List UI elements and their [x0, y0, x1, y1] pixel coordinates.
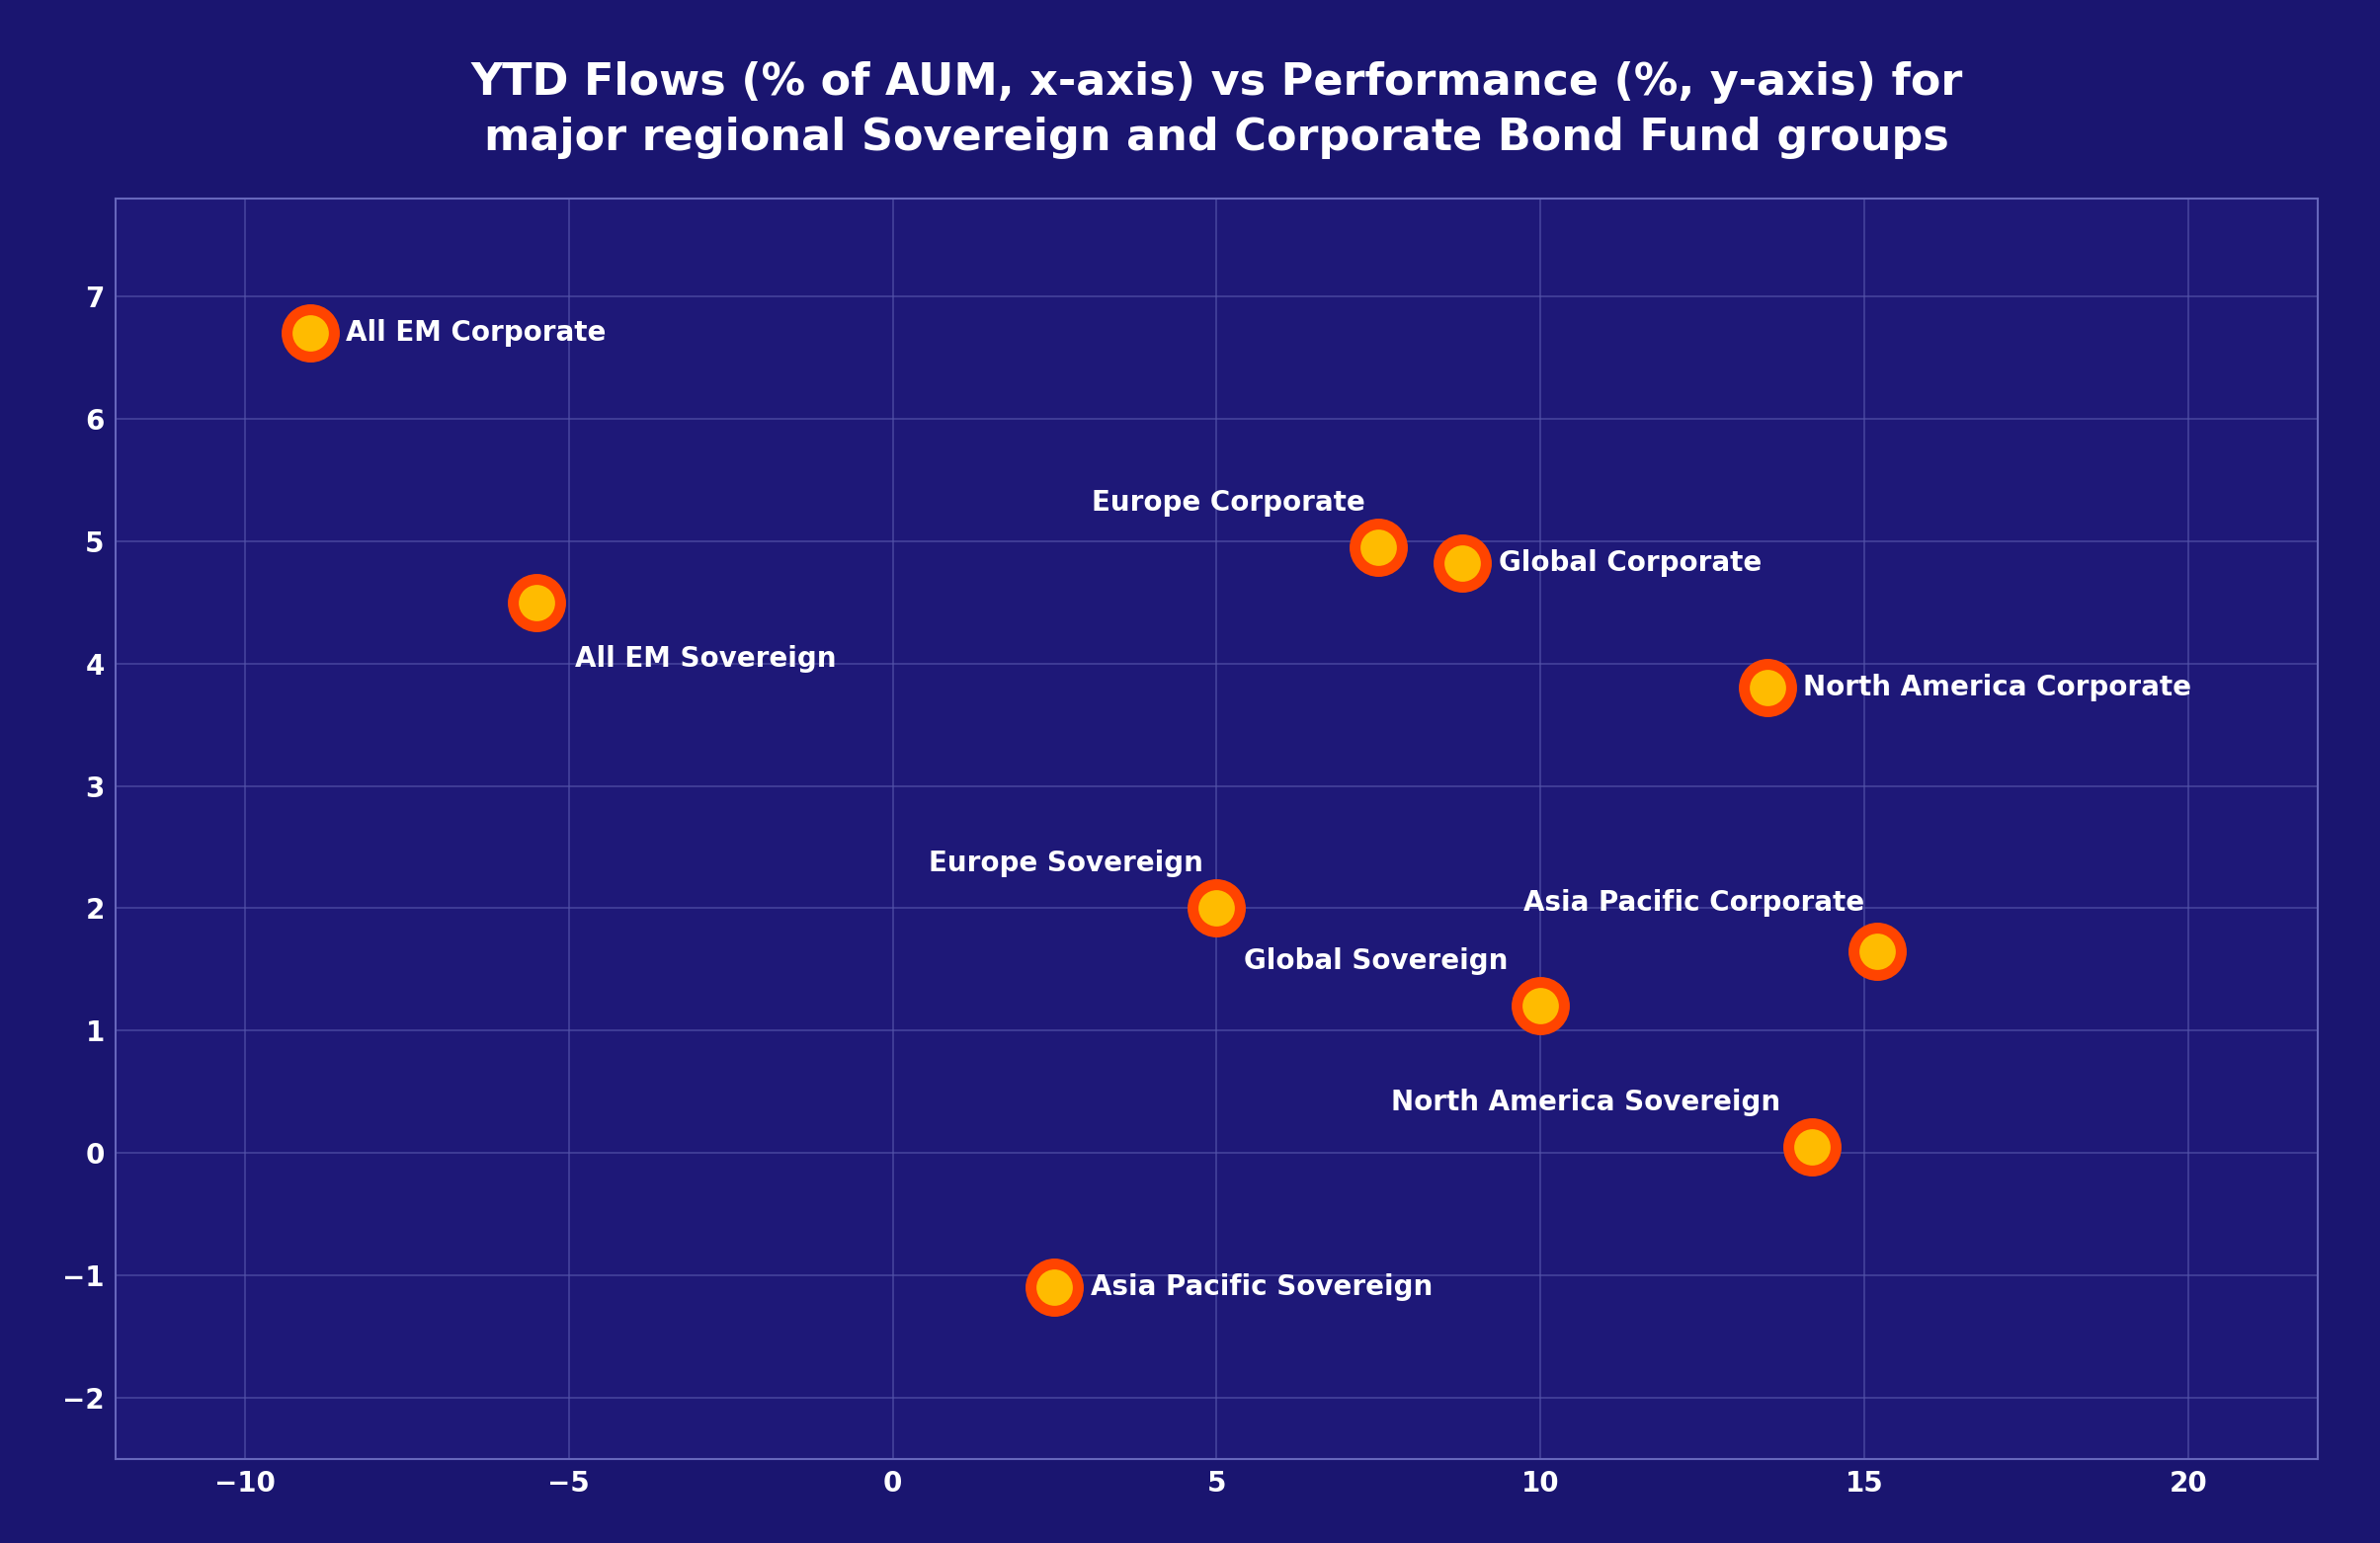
Text: All EM Sovereign: All EM Sovereign	[576, 645, 838, 673]
Point	[516, 589, 555, 614]
Text: Asia Pacific Sovereign: Asia Pacific Sovereign	[1090, 1273, 1433, 1301]
Point	[1359, 535, 1397, 560]
Text: North America Corporate: North America Corporate	[1802, 674, 2192, 702]
Point	[1747, 676, 1785, 701]
Point	[1795, 1134, 1833, 1159]
Text: Global Sovereign: Global Sovereign	[1245, 947, 1509, 975]
Text: Europe Sovereign: Europe Sovereign	[928, 850, 1204, 878]
Text: Global Corporate: Global Corporate	[1499, 549, 1761, 577]
Point	[1359, 535, 1397, 560]
Point	[1521, 994, 1559, 1018]
Point	[1035, 1275, 1073, 1299]
Point	[1445, 551, 1483, 576]
Point	[1859, 938, 1897, 963]
Point	[1747, 676, 1785, 701]
Point	[1795, 1134, 1833, 1159]
Text: Asia Pacific Corporate: Asia Pacific Corporate	[1523, 889, 1864, 917]
Point	[516, 589, 555, 614]
Point	[1445, 551, 1483, 576]
Text: All EM Corporate: All EM Corporate	[345, 319, 605, 347]
Point	[290, 321, 328, 346]
Point	[1521, 994, 1559, 1018]
Point	[1197, 896, 1235, 921]
Point	[1035, 1275, 1073, 1299]
Point	[1859, 938, 1897, 963]
Point	[1197, 896, 1235, 921]
Text: Europe Corporate: Europe Corporate	[1092, 489, 1366, 517]
Title: YTD Flows (% of AUM, x-axis) vs Performance (%, y-axis) for
major regional Sover: YTD Flows (% of AUM, x-axis) vs Performa…	[471, 62, 1964, 159]
Text: North America Sovereign: North America Sovereign	[1390, 1088, 1780, 1116]
Point	[290, 321, 328, 346]
